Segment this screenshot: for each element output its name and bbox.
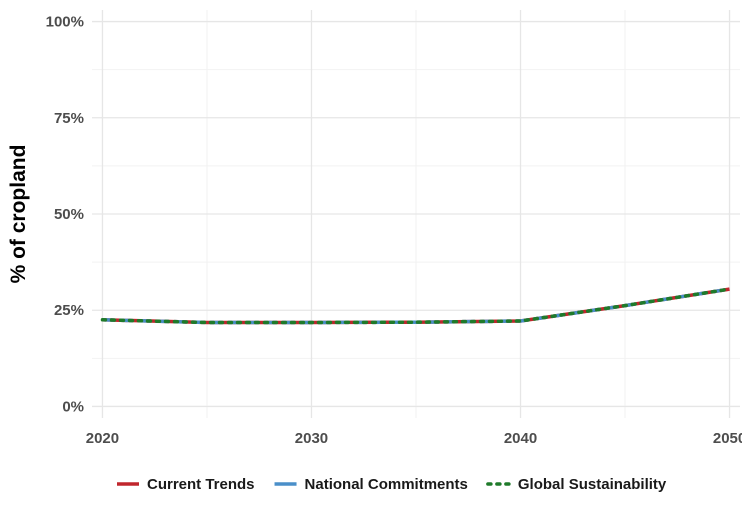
legend-label: Current Trends (147, 476, 255, 493)
y-tick-label: 75% (54, 110, 84, 127)
y-axis-ticks: 0% 25% 50% 75% 100% (46, 14, 84, 416)
legend-item-current-trends: Current Trends (117, 476, 255, 493)
y-axis-label: % of cropland (7, 145, 30, 284)
x-axis-ticks: 2020 2030 2040 2050 (86, 430, 742, 447)
legend-item-global-sustainability: Global Sustainability (486, 476, 667, 493)
legend-label: Global Sustainability (518, 476, 667, 493)
y-tick-label: 0% (62, 398, 84, 415)
legend-item-national-commitments: National Commitments (274, 476, 468, 493)
series-line-global-sustainability (100, 287, 732, 325)
grid-layer (92, 10, 740, 418)
y-tick-label: 25% (54, 302, 84, 319)
legend-label: National Commitments (305, 476, 468, 493)
x-tick-label: 2020 (86, 430, 119, 447)
series-layer (100, 287, 732, 325)
y-tick-label: 50% (54, 206, 84, 223)
x-tick-label: 2040 (504, 430, 537, 447)
x-tick-label: 2030 (295, 430, 328, 447)
legend: Current Trends National Commitments Global… (117, 476, 667, 493)
y-tick-label: 100% (46, 14, 84, 31)
x-tick-label: 2050 (713, 430, 742, 447)
